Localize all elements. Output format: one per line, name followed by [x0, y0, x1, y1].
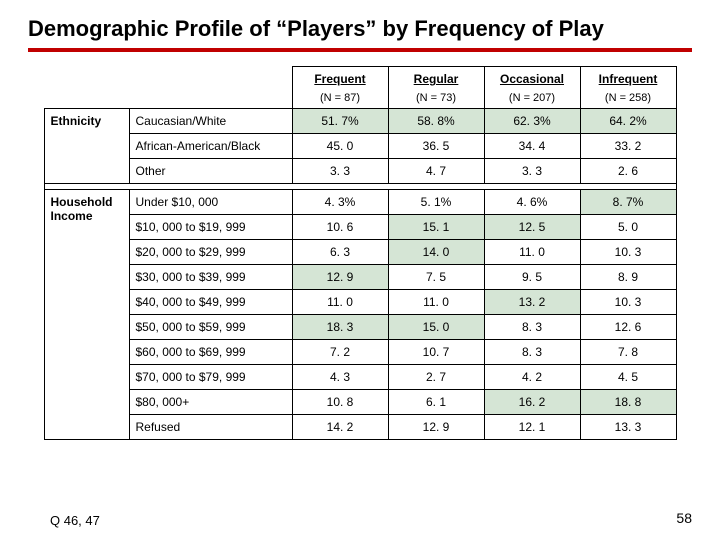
value-cell: 7. 8: [580, 340, 676, 365]
value-cell: 36. 5: [388, 134, 484, 159]
value-cell: 8. 3: [484, 315, 580, 340]
footer-question-ref: Q 46, 47: [50, 513, 100, 528]
value-cell: 15. 0: [388, 315, 484, 340]
value-cell: 10. 3: [580, 290, 676, 315]
table-row: $20, 000 to $29, 9996. 314. 011. 010. 3: [44, 240, 676, 265]
value-cell: 11. 0: [388, 290, 484, 315]
page-number: 58: [676, 510, 692, 526]
table-row: EthnicityCaucasian/White51. 7%58. 8%62. …: [44, 109, 676, 134]
row-label: $20, 000 to $29, 999: [129, 240, 292, 265]
row-label: Caucasian/White: [129, 109, 292, 134]
table-row: $50, 000 to $59, 99918. 315. 08. 312. 6: [44, 315, 676, 340]
row-label: African-American/Black: [129, 134, 292, 159]
table-header: FrequentRegularOccasionalInfrequent(N = …: [44, 67, 676, 109]
col-subheader: (N = 73): [388, 89, 484, 109]
table-row: $40, 000 to $49, 99911. 011. 013. 210. 3: [44, 290, 676, 315]
table-row: $60, 000 to $69, 9997. 210. 78. 37. 8: [44, 340, 676, 365]
title-rule: [28, 48, 692, 52]
table-row: $80, 000+10. 86. 116. 218. 8: [44, 390, 676, 415]
value-cell: 6. 3: [292, 240, 388, 265]
value-cell: 58. 8%: [388, 109, 484, 134]
value-cell: 10. 3: [580, 240, 676, 265]
value-cell: 3. 3: [484, 159, 580, 184]
header-blank: [44, 67, 292, 109]
value-cell: 16. 2: [484, 390, 580, 415]
col-header: Infrequent: [580, 67, 676, 90]
value-cell: 62. 3%: [484, 109, 580, 134]
row-label: $80, 000+: [129, 390, 292, 415]
demographic-table: FrequentRegularOccasionalInfrequent(N = …: [44, 66, 677, 440]
value-cell: 2. 6: [580, 159, 676, 184]
row-label: $40, 000 to $49, 999: [129, 290, 292, 315]
col-header: Regular: [388, 67, 484, 90]
col-header: Frequent: [292, 67, 388, 90]
value-cell: 10. 7: [388, 340, 484, 365]
value-cell: 33. 2: [580, 134, 676, 159]
value-cell: 8. 7%: [580, 190, 676, 215]
value-cell: 4. 2: [484, 365, 580, 390]
row-label: $50, 000 to $59, 999: [129, 315, 292, 340]
value-cell: 5. 0: [580, 215, 676, 240]
value-cell: 4. 7: [388, 159, 484, 184]
category-cell: Household Income: [44, 190, 129, 440]
value-cell: 11. 0: [484, 240, 580, 265]
value-cell: 12. 9: [292, 265, 388, 290]
value-cell: 13. 3: [580, 415, 676, 440]
value-cell: 12. 1: [484, 415, 580, 440]
table-body: EthnicityCaucasian/White51. 7%58. 8%62. …: [44, 109, 676, 440]
table-row: $30, 000 to $39, 99912. 97. 59. 58. 9: [44, 265, 676, 290]
row-label: $70, 000 to $79, 999: [129, 365, 292, 390]
value-cell: 51. 7%: [292, 109, 388, 134]
col-subheader: (N = 207): [484, 89, 580, 109]
value-cell: 18. 8: [580, 390, 676, 415]
row-label: $10, 000 to $19, 999: [129, 215, 292, 240]
value-cell: 7. 2: [292, 340, 388, 365]
value-cell: 10. 6: [292, 215, 388, 240]
value-cell: 8. 3: [484, 340, 580, 365]
value-cell: 3. 3: [292, 159, 388, 184]
value-cell: 11. 0: [292, 290, 388, 315]
slide-title: Demographic Profile of “Players” by Freq…: [28, 16, 692, 42]
value-cell: 13. 2: [484, 290, 580, 315]
col-subheader: (N = 258): [580, 89, 676, 109]
table-row: Other3. 34. 73. 32. 6: [44, 159, 676, 184]
table-row: African-American/Black45. 036. 534. 433.…: [44, 134, 676, 159]
value-cell: 5. 1%: [388, 190, 484, 215]
value-cell: 10. 8: [292, 390, 388, 415]
table-row: Household IncomeUnder $10, 0004. 3%5. 1%…: [44, 190, 676, 215]
row-label: Under $10, 000: [129, 190, 292, 215]
row-label: $60, 000 to $69, 999: [129, 340, 292, 365]
value-cell: 14. 0: [388, 240, 484, 265]
row-label: Refused: [129, 415, 292, 440]
value-cell: 8. 9: [580, 265, 676, 290]
col-subheader: (N = 87): [292, 89, 388, 109]
value-cell: 4. 6%: [484, 190, 580, 215]
value-cell: 12. 5: [484, 215, 580, 240]
value-cell: 12. 9: [388, 415, 484, 440]
value-cell: 2. 7: [388, 365, 484, 390]
value-cell: 12. 6: [580, 315, 676, 340]
value-cell: 6. 1: [388, 390, 484, 415]
value-cell: 7. 5: [388, 265, 484, 290]
value-cell: 9. 5: [484, 265, 580, 290]
value-cell: 4. 3%: [292, 190, 388, 215]
value-cell: 14. 2: [292, 415, 388, 440]
table-row: $10, 000 to $19, 99910. 615. 112. 55. 0: [44, 215, 676, 240]
value-cell: 4. 3: [292, 365, 388, 390]
col-header: Occasional: [484, 67, 580, 90]
value-cell: 15. 1: [388, 215, 484, 240]
value-cell: 4. 5: [580, 365, 676, 390]
table-row: Refused14. 212. 912. 113. 3: [44, 415, 676, 440]
value-cell: 64. 2%: [580, 109, 676, 134]
value-cell: 34. 4: [484, 134, 580, 159]
row-label: Other: [129, 159, 292, 184]
value-cell: 18. 3: [292, 315, 388, 340]
category-cell: Ethnicity: [44, 109, 129, 184]
value-cell: 45. 0: [292, 134, 388, 159]
table-row: $70, 000 to $79, 9994. 32. 74. 24. 5: [44, 365, 676, 390]
row-label: $30, 000 to $39, 999: [129, 265, 292, 290]
